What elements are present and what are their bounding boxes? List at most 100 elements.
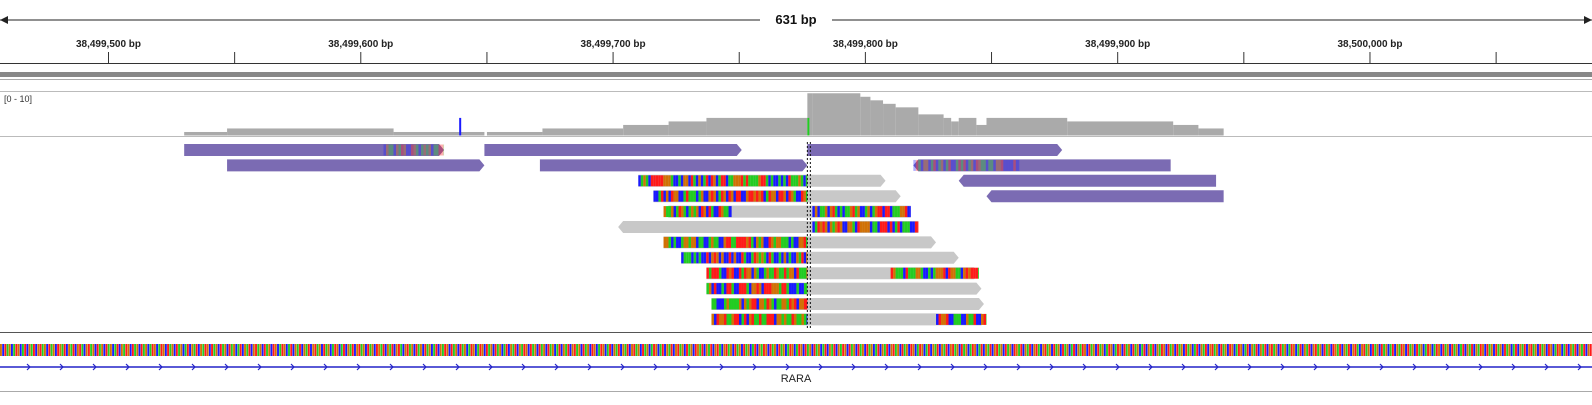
sequence-base: [1585, 344, 1588, 356]
alignment-read[interactable]: [663, 236, 937, 249]
mismatch-base: [443, 144, 445, 156]
mismatch-base: [723, 206, 727, 218]
alignment-read[interactable]: [807, 144, 1063, 156]
mismatch-base: [770, 190, 774, 202]
mismatch-base: [887, 221, 890, 233]
mismatch-base: [721, 283, 724, 295]
alignment-read[interactable]: [539, 159, 808, 172]
mismatch-base: [695, 175, 699, 187]
strand-arrow-icon: [686, 363, 691, 371]
mismatch-base: [748, 267, 752, 279]
sequence-base: [186, 344, 189, 356]
mismatch-base: [718, 236, 722, 248]
coverage-mismatch-marker: [807, 117, 810, 136]
alignment-read[interactable]: [913, 159, 1171, 172]
strand-arrow-icon: [587, 363, 592, 371]
mismatch-base: [894, 206, 898, 218]
gene-track[interactable]: RARA: [0, 360, 1592, 400]
sequence-base: [1345, 344, 1348, 356]
sequence-base: [200, 344, 202, 356]
mismatch-base: [761, 236, 764, 248]
sequence-base: [1020, 344, 1023, 356]
sequence-base: [1231, 344, 1234, 356]
sequence-base: [19, 344, 22, 356]
mismatch-base: [440, 144, 444, 156]
sequence-base: [828, 344, 831, 356]
sequence-base: [169, 344, 172, 356]
mismatch-base: [736, 298, 739, 310]
sequence-base: [250, 344, 253, 356]
ruler-track[interactable]: 631 bp 38,499,500 bp 38,499,600 bp 38,499,7…: [0, 0, 1592, 80]
sequence-base: [659, 344, 662, 356]
alignment-read[interactable]: [711, 298, 984, 310]
mismatch-base: [844, 206, 848, 218]
mismatch-base: [388, 144, 391, 156]
mismatch-base: [928, 267, 931, 279]
alignment-read[interactable]: [986, 190, 1224, 203]
mismatch-base: [746, 283, 749, 295]
mismatch-base: [857, 221, 860, 233]
mismatch-base: [795, 175, 799, 187]
sequence-base: [1101, 344, 1104, 356]
alignment-read[interactable]: [638, 174, 886, 187]
sequence-base: [947, 344, 950, 356]
mismatch-base: [743, 313, 747, 325]
mismatch-base: [640, 175, 644, 187]
mismatch-base: [933, 159, 936, 171]
alignment-read[interactable]: [681, 251, 959, 264]
mismatch-base: [693, 175, 696, 187]
sequence-base: [507, 344, 510, 356]
sequence-base: [376, 344, 378, 356]
mismatch-base: [788, 236, 792, 248]
mismatch-base: [698, 206, 702, 218]
alignment-read[interactable]: [706, 267, 979, 280]
sequence-base: [323, 344, 326, 356]
alignment-read[interactable]: [706, 282, 982, 295]
alignment-read[interactable]: [958, 174, 1217, 187]
mismatch-base: [943, 313, 947, 325]
sequence-base: [437, 344, 440, 356]
mismatch-base: [776, 236, 779, 248]
gene-name[interactable]: RARA: [781, 373, 812, 385]
sequence-base: [219, 344, 222, 356]
sequence-base: [514, 344, 517, 356]
alignment-read[interactable]: [663, 205, 911, 218]
sequence-base: [1266, 344, 1269, 356]
mismatch-base: [953, 267, 956, 279]
alignment-read[interactable]: [184, 144, 445, 156]
mismatch-base: [822, 221, 825, 233]
mismatch-base: [763, 252, 767, 264]
mismatch-base: [844, 221, 848, 233]
alignment-read[interactable]: [484, 144, 742, 156]
alignment-read[interactable]: [618, 221, 919, 233]
alignment-read[interactable]: [711, 313, 987, 326]
sequence-base: [1561, 344, 1564, 356]
sequence-base: [804, 344, 807, 356]
mismatch-base: [746, 267, 749, 279]
mismatch-base: [696, 252, 699, 264]
mismatch-base: [899, 221, 903, 233]
sequence-base: [560, 344, 563, 356]
sequence-base: [1218, 344, 1221, 356]
sequence-base: [1308, 344, 1311, 356]
mismatch-base: [867, 221, 870, 233]
sequence-base: [787, 344, 790, 356]
coverage-track[interactable]: [0 - 10]: [0, 91, 1592, 137]
sequence-base: [949, 344, 952, 356]
sequence-base: [1336, 344, 1339, 356]
strand-arrow-icon: [1412, 363, 1417, 371]
alignment-read[interactable]: [227, 159, 485, 172]
sequence-base: [1196, 344, 1199, 356]
sequence-base: [1077, 344, 1080, 356]
mismatch-base: [776, 267, 779, 279]
sequence-base: [288, 344, 290, 356]
mismatch-base: [723, 298, 727, 310]
sequence-base: [468, 344, 471, 356]
alignment-track[interactable]: [0, 138, 1592, 334]
mismatch-base: [849, 206, 853, 218]
mismatch-base: [953, 159, 956, 171]
alignment-read[interactable]: [653, 190, 901, 203]
sequence-base: [52, 344, 55, 356]
sequence-base: [1035, 344, 1038, 356]
mismatch-base: [405, 144, 409, 156]
